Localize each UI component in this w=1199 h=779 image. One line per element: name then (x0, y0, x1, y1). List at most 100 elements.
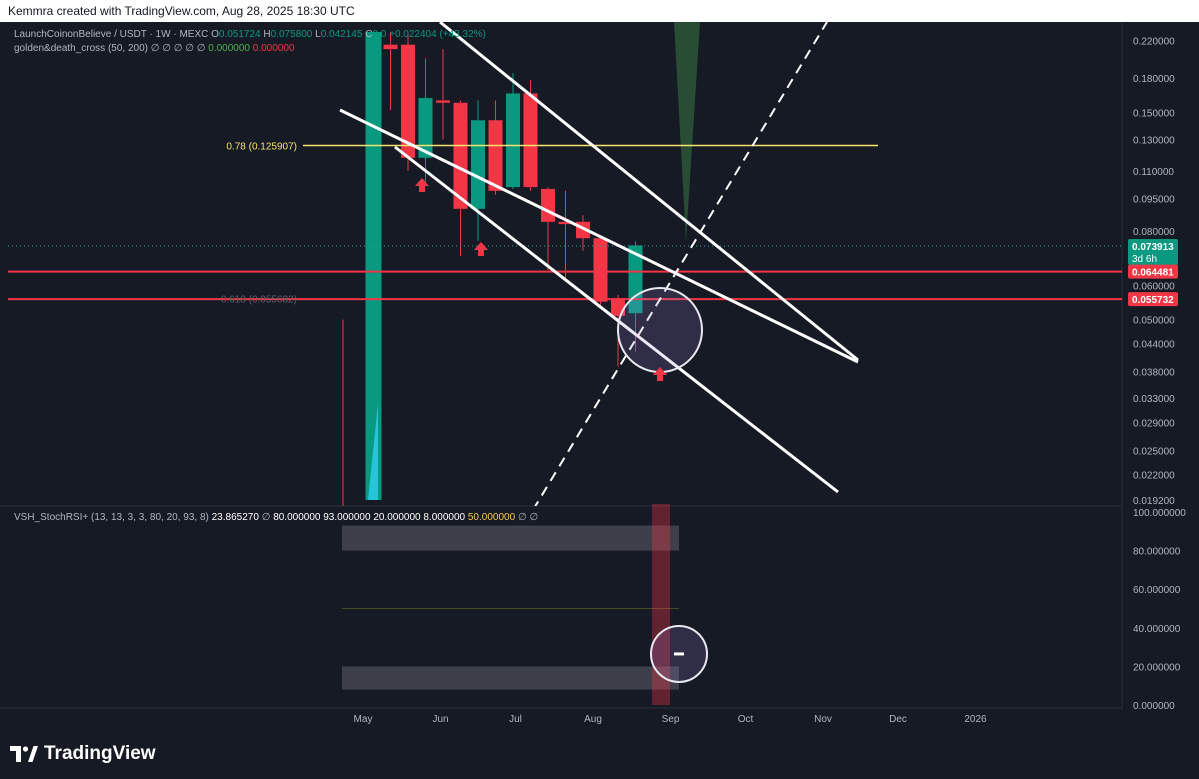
stoch-value: 23.865270 (212, 512, 262, 523)
candle-body[interactable] (593, 238, 608, 302)
time-axis-tick: Jul (509, 714, 522, 725)
candle-body[interactable] (418, 98, 433, 158)
price-badge-current[interactable]: 0.073913 (1132, 242, 1174, 253)
stoch-value: 93.000000 (323, 512, 373, 523)
price-badge-upper[interactable]: 0.064481 (1132, 268, 1174, 279)
ohlc-key: H (263, 29, 270, 40)
stoch-axis-tick: 40.000000 (1133, 624, 1181, 635)
arrow-up-marker (474, 242, 488, 256)
indicator-value: ∅ (185, 43, 197, 54)
tradingview-logo[interactable]: TradingView (10, 743, 156, 765)
price-axis-tick: 0.025000 (1133, 446, 1175, 457)
stoch-axis-tick: 20.000000 (1133, 662, 1181, 673)
channel-line-upper[interactable] (439, 22, 859, 362)
price-axis-tick: 0.080000 (1133, 227, 1175, 238)
chart-caption-bar: Kemmra created with TradingView.com, Aug… (0, 0, 1199, 22)
ohlc-key: C (365, 29, 372, 40)
indicator-value: 0.000000 (253, 43, 295, 54)
stoch-value: 20.000000 (373, 512, 423, 523)
fib-078-label: 0.78 (0.125907) (226, 142, 297, 153)
candle-body[interactable] (365, 32, 382, 500)
footer-bar: TradingView (0, 730, 1199, 779)
symbol-legend: LaunchCoinonBelieve / USDT · 1W · MEXC O… (14, 29, 486, 40)
candle-body[interactable] (383, 44, 398, 50)
time-axis-tick: Aug (584, 714, 602, 725)
channel-line-middle[interactable] (339, 108, 859, 364)
indicator-value: 0.000000 (208, 43, 253, 54)
stoch-axis-tick: 0.000000 (1133, 701, 1175, 712)
price-axis-tick: 0.044000 (1133, 340, 1175, 351)
stoch-legend: VSH_StochRSI+ (13, 13, 3, 3, 80, 20, 93,… (14, 512, 538, 523)
ohlc-value: 0.0 (372, 29, 389, 40)
price-axis-tick: 0.150000 (1133, 109, 1175, 120)
indicator-value: ∅ (151, 43, 163, 54)
candle-body[interactable] (541, 188, 555, 222)
candle-body[interactable] (436, 100, 450, 103)
tradingview-brand: TradingView (44, 743, 156, 764)
chart-area[interactable]: 0.78 (0.125907) 0.618 (0.055682) 0.220000 0… (0, 22, 1199, 730)
oversold-zone (342, 666, 679, 690)
indicator-value: ∅ (162, 43, 174, 54)
candle-body[interactable] (401, 44, 415, 158)
time-axis-tick: Jun (432, 714, 448, 725)
price-axis-tick: 0.180000 (1133, 74, 1175, 85)
ohlc-value: 0.051724 (219, 29, 264, 40)
candle-body[interactable] (488, 120, 503, 191)
time-axis-tick: Nov (814, 714, 832, 725)
price-axis-tick: 0.033000 (1133, 394, 1175, 405)
price-badge-lower-bg (1128, 292, 1178, 307)
ohlc-value: 0.042145 (321, 29, 366, 40)
ohlc-key: O (211, 29, 219, 40)
price-axis-tick: 0.022000 (1133, 470, 1175, 481)
indicator-value: ∅ (174, 43, 186, 54)
chart-caption: Kemmra created with TradingView.com, Aug… (8, 4, 355, 18)
ohlc-key: L (315, 29, 321, 40)
price-axis-tick: 0.019200 (1133, 496, 1175, 507)
candle-body[interactable] (558, 221, 573, 225)
price-axis-tick: 0.050000 (1133, 316, 1175, 327)
arrow-up-marker (415, 178, 429, 192)
price-chart-svg[interactable]: 0.78 (0.125907) 0.618 (0.055682) 0.220000 0… (0, 22, 1199, 730)
indicator-legend: golden&death_cross (50, 200) ∅ ∅ ∅ ∅ ∅ 0… (14, 43, 295, 54)
ohlc-value: 0.075800 (271, 29, 316, 40)
stoch-value: 50.000000 (468, 512, 518, 523)
ohlc-value: +0.022404 (+43.32%) (389, 29, 486, 40)
price-badge-current-countdown: 3d 6h (1132, 254, 1157, 265)
price-badge-lower[interactable]: 0.055732 (1132, 295, 1174, 306)
candle-wick (368, 403, 378, 500)
channel-line-lower[interactable] (394, 145, 839, 494)
highlight-circle-price[interactable] (617, 287, 703, 373)
price-axis-tick: 0.038000 (1133, 367, 1175, 378)
fib-0618-label: 0.618 (0.055682) (221, 295, 297, 306)
stoch-axis-tick: 60.000000 (1133, 585, 1181, 596)
symbol-name[interactable]: LaunchCoinonBelieve / USDT · 1W · MEXC (14, 29, 211, 40)
price-axis-tick: 0.029000 (1133, 418, 1175, 429)
indicator-name[interactable]: golden&death_cross (50, 200) (14, 43, 151, 54)
time-axis-tick: Dec (889, 714, 907, 725)
stoch-value: ∅ (518, 512, 530, 523)
arrow-up-marker (653, 367, 667, 381)
candle-body[interactable] (523, 93, 538, 188)
price-axis-tick: 0.130000 (1133, 136, 1175, 147)
candle-body[interactable] (471, 120, 485, 209)
stoch-indicator-name[interactable]: VSH_StochRSI+ (13, 13, 3, 3, 80, 20, 93,… (14, 512, 212, 523)
candle-body[interactable] (453, 102, 468, 209)
candle-body[interactable] (506, 93, 520, 188)
time-axis-tick: Oct (738, 714, 754, 725)
indicator-value: ∅ (197, 43, 209, 54)
price-pane[interactable] (8, 22, 1122, 510)
price-axis-tick: 0.060000 (1133, 281, 1175, 292)
stoch-axis-tick: 100.000000 (1133, 508, 1186, 519)
projection-cone (674, 22, 700, 241)
price-badge-upper-bg (1128, 264, 1178, 279)
overbought-zone (342, 525, 679, 551)
time-axis-tick: Sep (662, 714, 680, 725)
time-axis-tick: 2026 (964, 714, 987, 725)
price-badge-current-bg (1128, 238, 1178, 265)
stoch-axis-tick: 80.000000 (1133, 547, 1181, 558)
price-axis-tick: 0.110000 (1133, 167, 1174, 178)
uptrend-line-dashed[interactable] (533, 22, 828, 510)
stoch-highlight-bar (652, 504, 670, 705)
candle-body[interactable] (628, 245, 643, 314)
stoch-value: ∅ (262, 512, 274, 523)
